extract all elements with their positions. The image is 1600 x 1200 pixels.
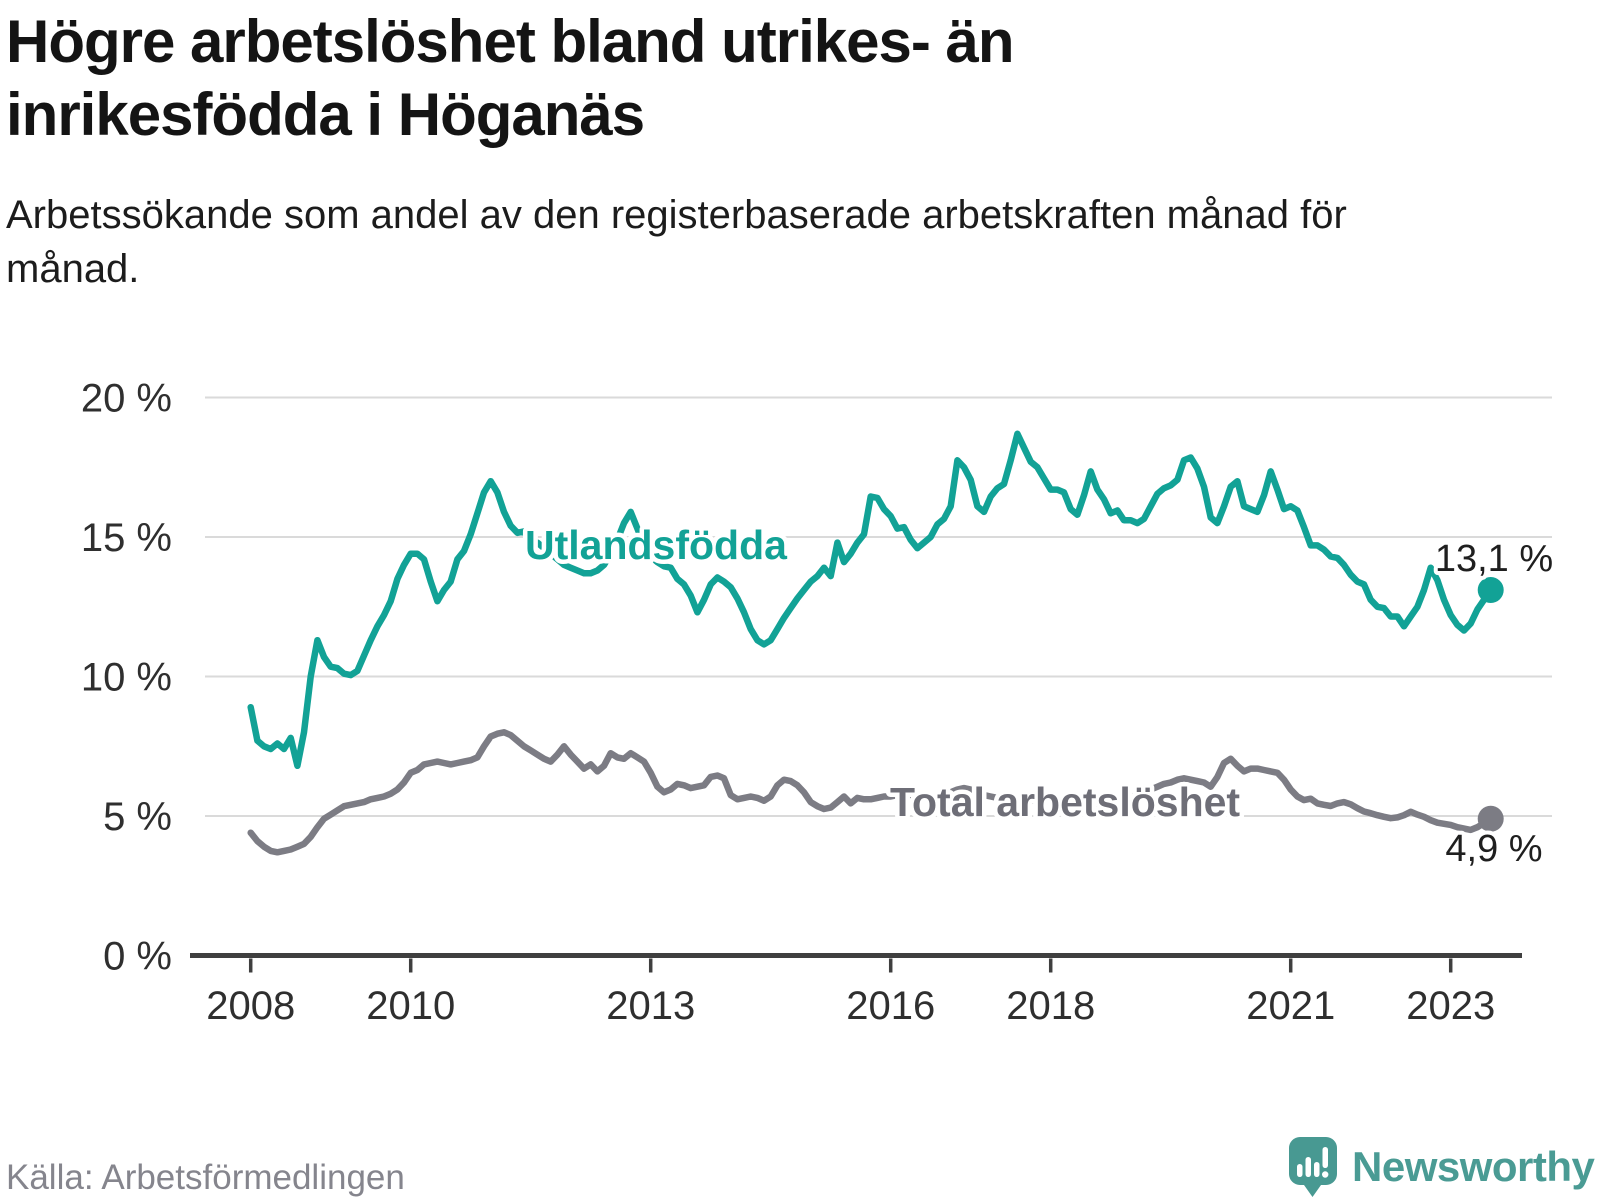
brand-logo: Newsworthy — [1288, 1136, 1595, 1198]
x-tick-label: 2013 — [606, 984, 695, 1028]
y-tick-label: 5 % — [103, 795, 172, 839]
line-chart: 0 % 5 % 10 % 15 % 20 % 2008 2010 2013 2016 2018 20… — [0, 350, 1600, 1040]
y-tick-label: 10 % — [81, 656, 172, 700]
y-tick-label: 20 % — [81, 377, 172, 421]
x-tick-label: 2010 — [366, 984, 455, 1028]
y-tick-label: 0 % — [103, 935, 172, 979]
subtitle: Arbetssökande som andel av den registerb… — [6, 193, 1347, 291]
brand-name: Newsworthy — [1352, 1143, 1595, 1190]
end-value-label: 13,1 % — [1435, 538, 1553, 580]
series-line-total — [247, 729, 1494, 856]
series-label: Utlandsfödda — [525, 522, 788, 568]
y-tick-label: 15 % — [81, 516, 172, 560]
newsworthy-icon — [1289, 1137, 1337, 1197]
end-dot — [1477, 805, 1504, 832]
series-line-utlandsfodda — [247, 430, 1494, 770]
source-note: Källa: Arbetsförmedlingen — [6, 1158, 405, 1197]
end-dot — [1477, 577, 1504, 604]
x-tick-label: 2016 — [846, 984, 935, 1028]
x-tick-label: 2023 — [1406, 984, 1495, 1028]
x-tick-label: 2008 — [206, 984, 295, 1028]
chart-canvas: 0 % 5 % 10 % 15 % 20 % 2008 2010 2013 2016 2018 20… — [81, 377, 1557, 1029]
end-value-label: 4,9 % — [1445, 828, 1542, 870]
x-tick-label: 2018 — [1006, 984, 1095, 1028]
x-tick-label: 2021 — [1246, 984, 1335, 1028]
page-title: Högre arbetslöshet bland utrikes- än inr… — [6, 8, 1015, 148]
series-label: Total arbetslöshet — [890, 779, 1240, 825]
